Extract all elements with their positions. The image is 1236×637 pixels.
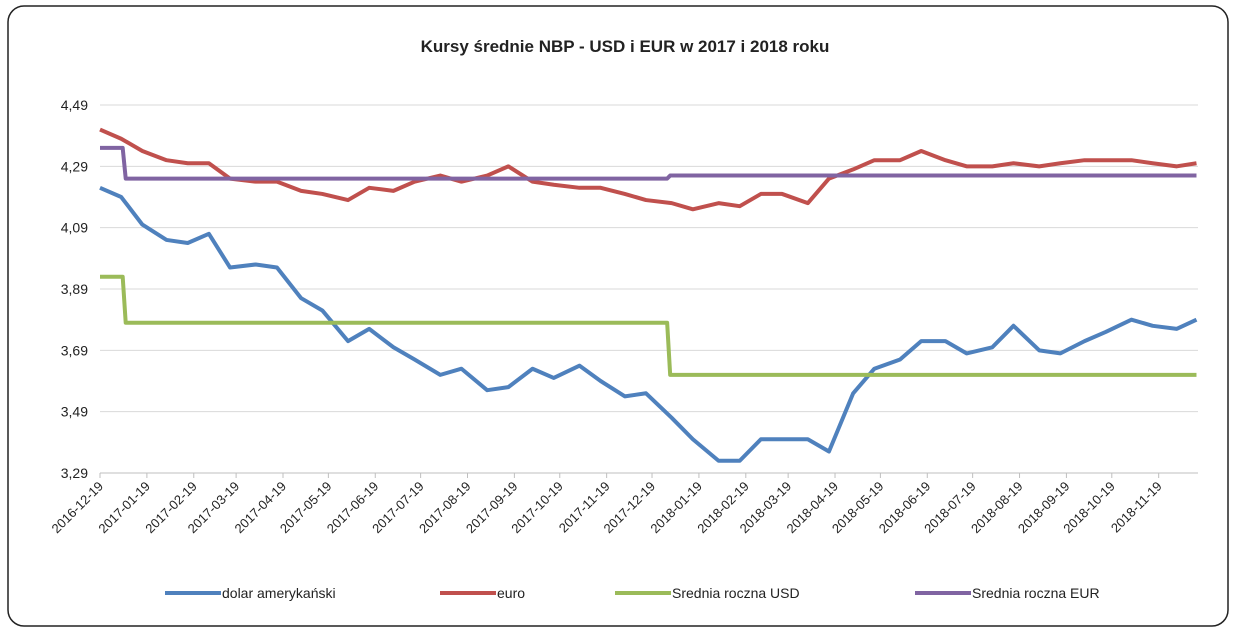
chart-frame: [7, 5, 1229, 627]
legend-label: dolar amerykański: [222, 585, 336, 601]
y-tick-label: 3,69: [61, 342, 88, 358]
chart-title: Kursy średnie NBP - USD i EUR w 2017 i 2…: [421, 37, 830, 56]
y-tick-label: 3,49: [61, 404, 88, 420]
y-tick-label: 3,89: [61, 281, 88, 297]
legend-label: Srednia roczna EUR: [972, 585, 1100, 601]
y-tick-label: 4,49: [61, 97, 88, 113]
y-tick-label: 4,29: [61, 158, 88, 174]
series-line: [99, 127, 1197, 212]
series-line: [99, 185, 1198, 463]
series-line: [100, 274, 1197, 377]
series-line: [100, 145, 1197, 181]
legend-label: Srednia roczna USD: [672, 585, 800, 601]
legend-label: euro: [497, 585, 525, 601]
y-tick-label: 4,09: [61, 220, 88, 236]
y-tick-label: 3,29: [61, 465, 88, 481]
